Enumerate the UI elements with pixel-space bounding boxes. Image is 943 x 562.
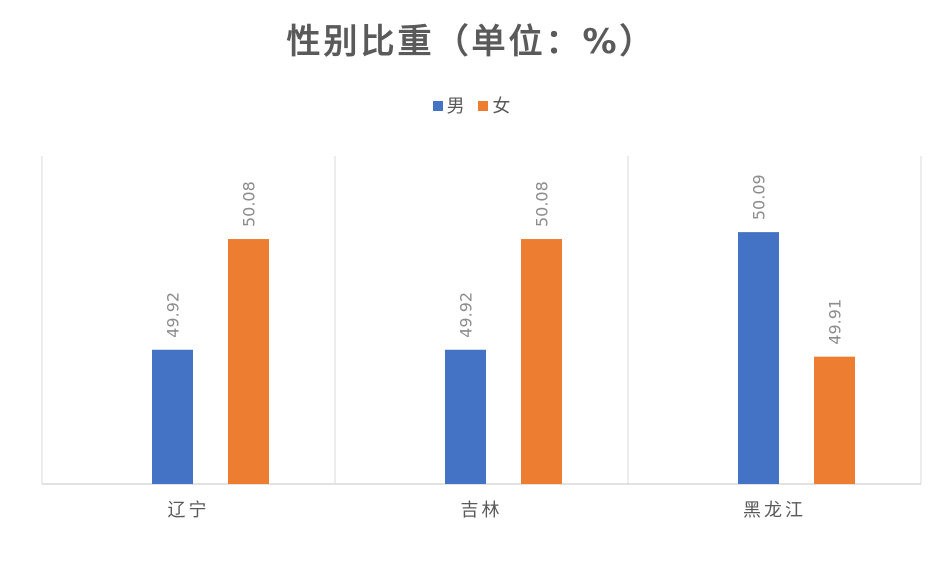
data-label: 49.92 — [164, 292, 183, 338]
legend-swatch-female — [478, 101, 489, 111]
data-label: 49.91 — [826, 299, 845, 345]
bar-male-1 — [445, 349, 486, 484]
data-label: 50.08 — [240, 181, 259, 227]
bar-male-0 — [152, 349, 193, 484]
bar-male-2 — [738, 232, 779, 484]
data-label: 49.92 — [457, 292, 476, 338]
data-label: 50.09 — [750, 174, 769, 220]
chart-title: 性别比重（单位：%） — [286, 22, 657, 62]
bar-female-1 — [521, 239, 562, 484]
legend-item-male: 男 — [432, 92, 465, 118]
bar-female-0 — [228, 239, 269, 484]
legend-swatch-male — [432, 101, 443, 111]
category-tick-label: 黑龙江 — [743, 500, 806, 521]
category-tick-label: 辽宁 — [168, 500, 210, 521]
data-label: 50.08 — [533, 181, 552, 227]
legend-item-female: 女 — [478, 92, 510, 118]
legend-label-male: 男 — [446, 96, 465, 117]
bar-female-2 — [814, 356, 855, 484]
legend: 男 女 — [0, 92, 943, 118]
category-tick-label: 吉林 — [461, 500, 503, 521]
legend-label-female: 女 — [492, 96, 511, 117]
